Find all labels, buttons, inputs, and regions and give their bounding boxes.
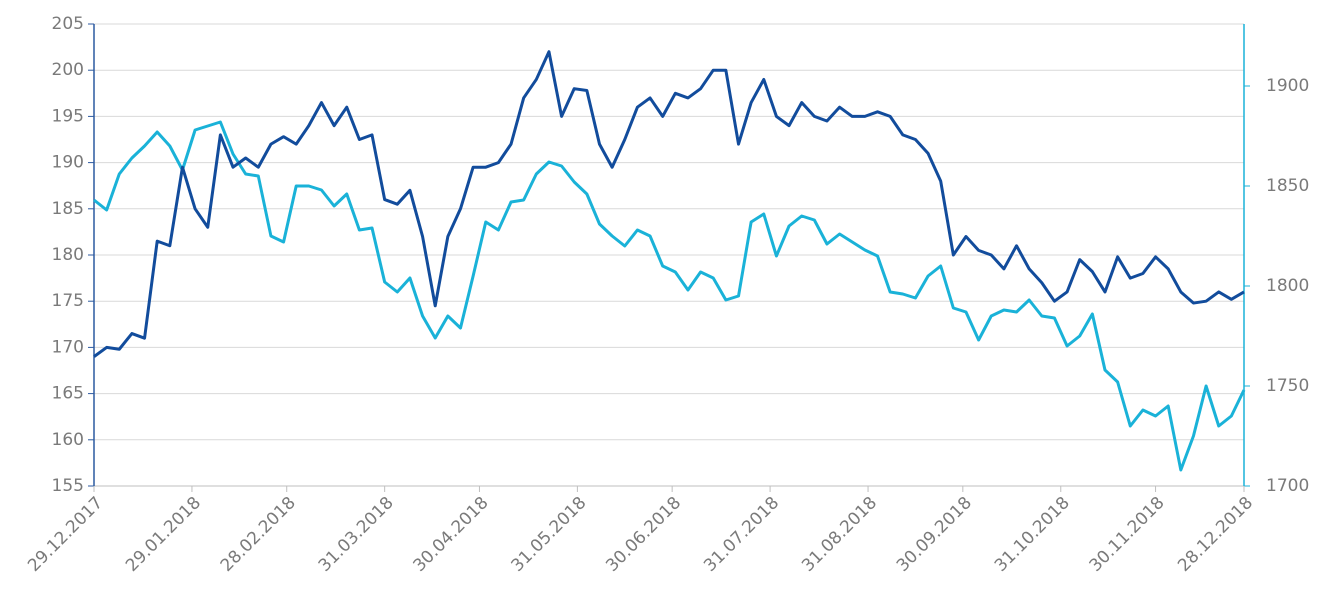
y2-tick-label: 1800 xyxy=(1266,276,1309,296)
y2-tick-label: 1700 xyxy=(1266,476,1309,496)
y2-tick-label: 1750 xyxy=(1266,376,1309,396)
y-tick-label: 155 xyxy=(52,476,84,496)
x-tick-label: 30.04.2018 xyxy=(410,493,493,576)
x-tick-label: 31.10.2018 xyxy=(991,493,1074,576)
y2-tick-label: 1850 xyxy=(1266,176,1309,196)
x-tick-label: 31.05.2018 xyxy=(507,493,590,576)
y-tick-label: 180 xyxy=(52,245,84,265)
y-tick-label: 200 xyxy=(52,60,84,80)
x-tick-label: 31.07.2018 xyxy=(700,493,783,576)
x-tick-label: 31.08.2018 xyxy=(798,493,881,576)
x-tick-label: 31.03.2018 xyxy=(315,493,398,576)
y-tick-label: 165 xyxy=(52,384,84,404)
y-tick-label: 170 xyxy=(52,337,84,357)
y-tick-label: 185 xyxy=(52,199,84,219)
y2-tick-label: 1900 xyxy=(1266,76,1309,96)
x-tick-label: 30.09.2018 xyxy=(893,493,976,576)
x-tick-label: 28.02.2018 xyxy=(217,493,300,576)
x-tick-label: 29.12.2017 xyxy=(24,493,107,576)
series-line xyxy=(93,50,1245,358)
x-tick-label: 30.06.2018 xyxy=(602,493,685,576)
series-line xyxy=(93,120,1246,472)
x-tick-label: 28.12.2018 xyxy=(1174,493,1257,576)
y-tick-label: 190 xyxy=(52,153,84,173)
x-tick-label: 30.11.2018 xyxy=(1086,493,1169,576)
y-tick-label: 195 xyxy=(52,106,84,126)
x-tick-label: 29.01.2018 xyxy=(122,493,205,576)
y-tick-label: 205 xyxy=(52,14,84,34)
y-tick-label: 175 xyxy=(52,291,84,311)
y-tick-label: 160 xyxy=(52,430,84,450)
